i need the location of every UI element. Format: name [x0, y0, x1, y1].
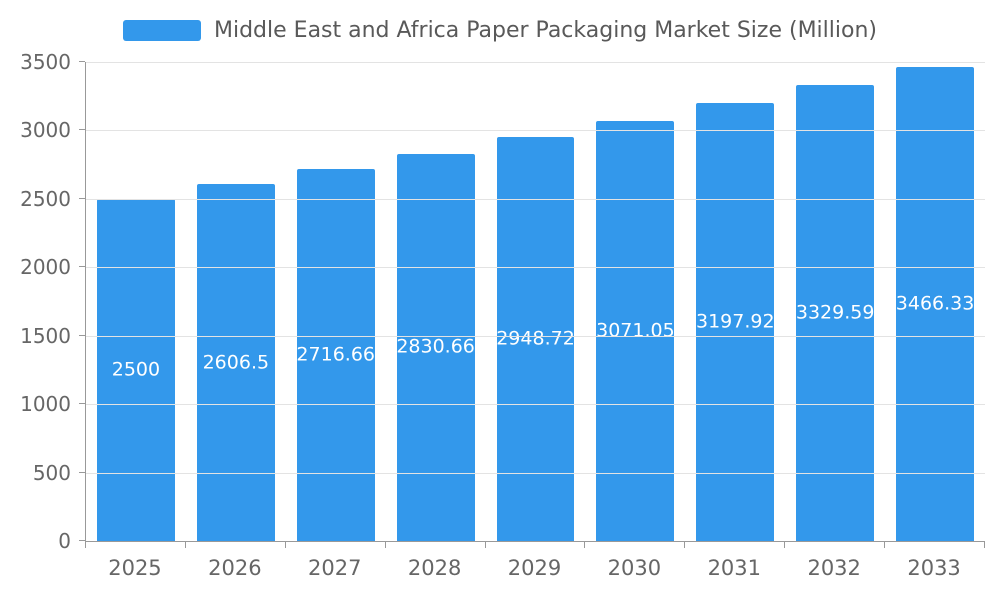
x-tick-label-2025: 2025 [108, 556, 162, 580]
x-tick-mark [884, 542, 886, 548]
x-axis-labels: 2025 2026 2027 2028 2029 2030 2031 2032 2033 [85, 556, 984, 580]
y-tick-label: 3000 [20, 118, 71, 143]
bar-value-label: 2830.66 [396, 335, 475, 358]
y-tick-label: 1000 [20, 392, 71, 417]
bar-slot: 3197.92 [685, 62, 785, 541]
bars: 2500 2606.5 2716.66 2830.66 2948.72 3071.05 31… [86, 62, 985, 541]
x-tick-mark [284, 542, 286, 548]
y-tick-label: 500 [32, 460, 71, 485]
y-tick-label: 1500 [20, 323, 71, 348]
bar-2029[interactable]: 2948.72 [496, 137, 575, 541]
y-tick-mark [79, 266, 85, 268]
bar-value-label: 2606.5 [202, 351, 270, 374]
bar-2028[interactable]: 2830.66 [396, 153, 475, 541]
bar-slot: 2830.66 [386, 62, 486, 541]
x-tick-label-2031: 2031 [707, 556, 762, 580]
y-axis: 0 500 1000 1500 2000 2500 3000 3500 [0, 52, 85, 551]
x-tick-label-2027: 2027 [308, 556, 362, 580]
bar-slot: 2716.66 [286, 62, 386, 541]
y-tick-mark [79, 61, 85, 62]
bar-value-label: 3466.33 [895, 292, 975, 315]
bar-2030[interactable]: 3071.05 [596, 120, 675, 541]
y-tick-mark [79, 334, 85, 336]
bar-value-label: 2948.72 [496, 327, 575, 350]
bar-value-label: 2716.66 [296, 343, 376, 366]
y-tick-label: 2000 [20, 255, 71, 280]
bar-slot: 2500 [86, 62, 186, 541]
bar-value-label: 3071.05 [596, 319, 675, 342]
legend-swatch [123, 20, 201, 41]
gridline [86, 335, 985, 337]
gridline [86, 62, 985, 63]
x-tick-label-2030: 2030 [607, 556, 662, 580]
x-tick-label-2028: 2028 [407, 556, 462, 580]
bar-slot: 2948.72 [486, 62, 586, 541]
x-tick-mark [684, 542, 686, 548]
bar-2032[interactable]: 3329.59 [796, 85, 874, 541]
chart-title: Middle East and Africa Paper Packaging M… [214, 18, 877, 43]
y-tick-mark [79, 403, 85, 405]
bar-value-label: 3329.59 [795, 301, 875, 324]
bar-slot: 3071.05 [585, 62, 685, 541]
bar-slot: 2606.5 [186, 62, 286, 541]
bar-slot: 3329.59 [785, 62, 885, 541]
x-tick-label-2033: 2033 [907, 556, 961, 580]
y-tick-label: 0 [58, 529, 71, 553]
x-tick-mark [85, 542, 86, 548]
x-ticks [85, 542, 985, 549]
x-tick-mark [184, 542, 186, 548]
y-tick-label: 3500 [20, 50, 71, 74]
gridline [86, 404, 985, 406]
gridline [86, 472, 985, 474]
plot-area: 2500 2606.5 2716.66 2830.66 2948.72 3071.05 31… [85, 62, 985, 542]
x-tick-label-2026: 2026 [208, 556, 262, 580]
bar-slot: 3466.33 [885, 62, 985, 541]
y-tick-mark [79, 197, 85, 199]
x-tick-mark [484, 542, 486, 548]
x-tick-mark [984, 542, 985, 548]
bar-2031[interactable]: 3197.92 [695, 103, 775, 541]
gridline [86, 267, 985, 269]
bar-2026[interactable]: 2606.5 [196, 184, 275, 541]
x-tick-mark [584, 542, 586, 548]
y-tick-label: 2500 [20, 186, 71, 211]
y-tick-mark [79, 471, 85, 473]
bar-value-label: 3197.92 [695, 310, 775, 333]
bar-2033[interactable]: 3466.33 [895, 66, 975, 541]
y-tick-mark [79, 129, 85, 131]
bar-2025[interactable]: 2500 [96, 198, 175, 541]
x-tick-label-2029: 2029 [507, 556, 562, 580]
gridline [86, 130, 985, 132]
bar-value-label: 2500 [111, 358, 161, 381]
x-tick-mark [784, 542, 786, 548]
x-tick-mark [384, 542, 386, 548]
gridline [86, 198, 985, 200]
x-tick-label-2032: 2032 [807, 556, 861, 580]
y-tick-mark [79, 540, 85, 541]
bar-2027[interactable]: 2716.66 [296, 169, 376, 541]
legend[interactable]: Middle East and Africa Paper Packaging M… [0, 18, 1000, 43]
